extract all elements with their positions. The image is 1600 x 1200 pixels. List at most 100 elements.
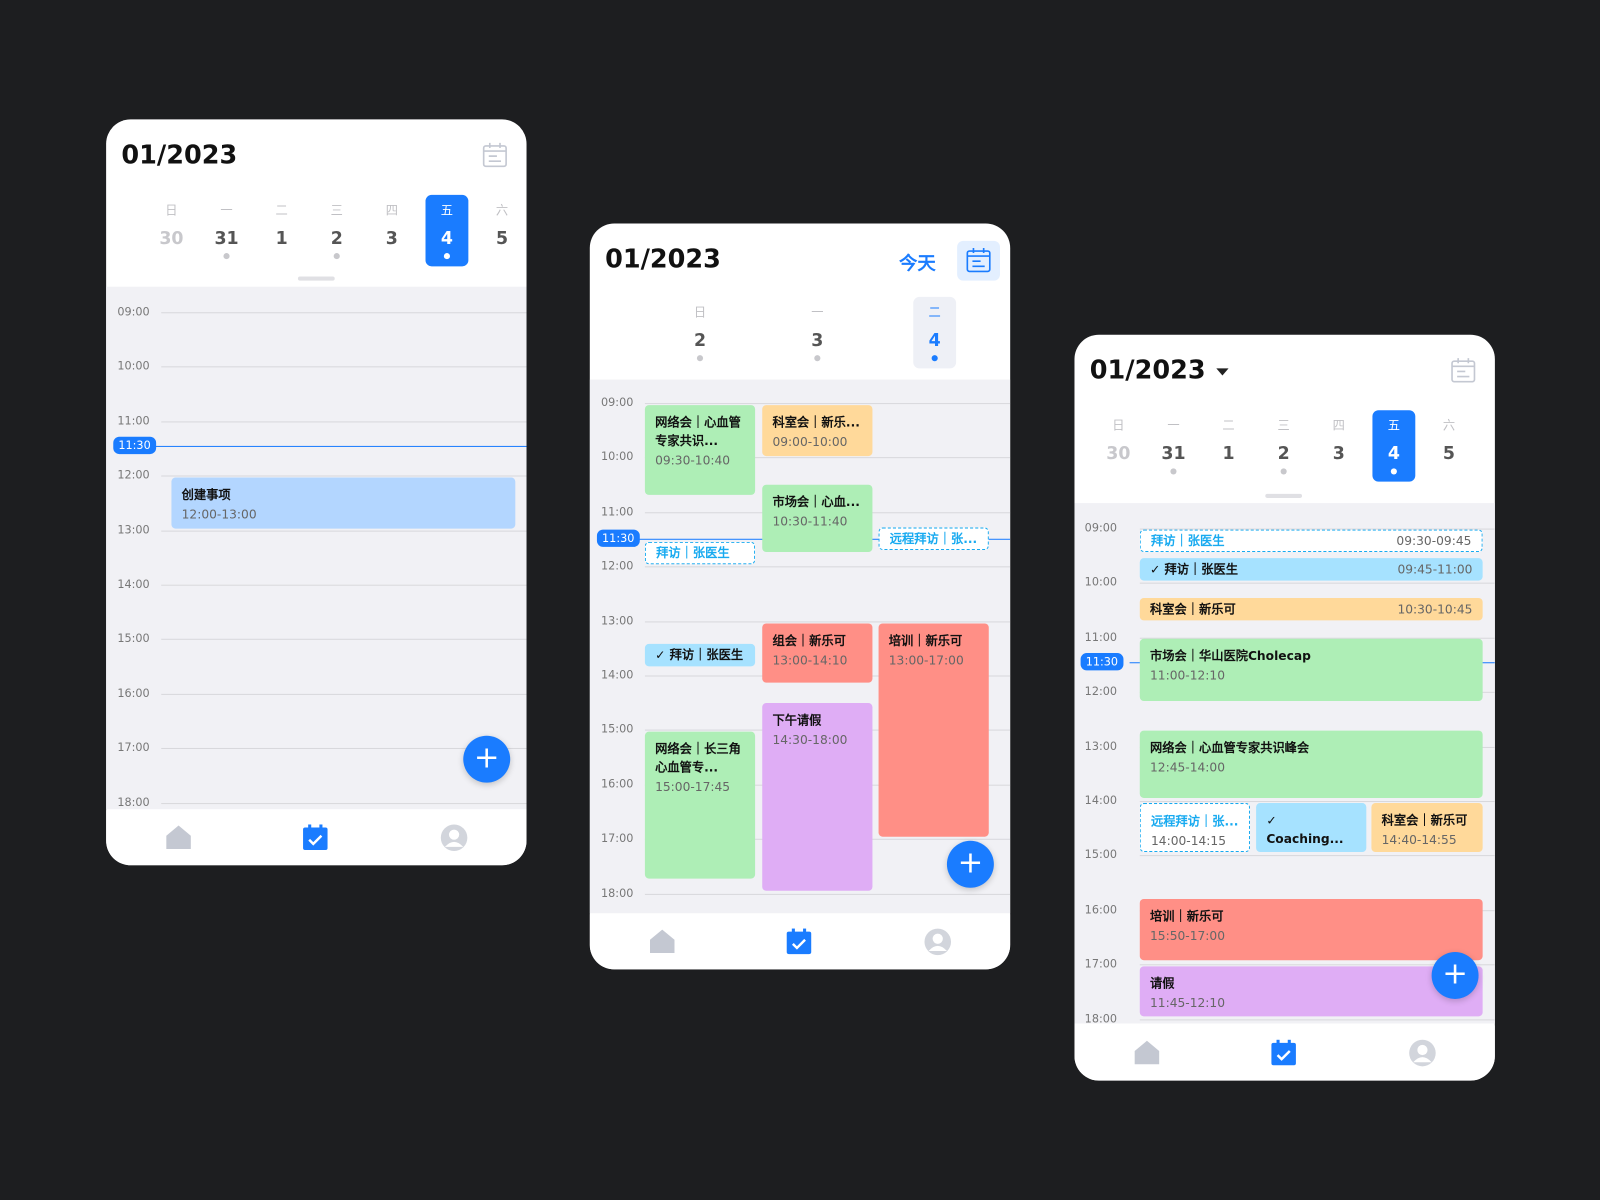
event-title: ✓ Coaching...	[1266, 813, 1344, 846]
event-card[interactable]: 培训｜新乐可 15:50-17:00	[1139, 898, 1483, 961]
timeline[interactable]: 09:00 10:00 11:00 12:00 13:00 14:00 15:00 16:00…	[106, 286, 527, 810]
month-title-text: 01/2023	[121, 139, 238, 170]
timeline[interactable]: 09:00 10:00 11:00 12:00 13:00 14:00 15:00 16:00…	[1074, 503, 1495, 1024]
event-card[interactable]: 组会｜新乐可 13:00-14:10	[762, 623, 873, 683]
add-event-button[interactable]: +	[463, 735, 511, 783]
day-cell-30[interactable]: 日 30	[150, 195, 193, 266]
drag-handle[interactable]	[1265, 493, 1303, 498]
event-card[interactable]: 培训｜新乐可 13:00-17:00	[878, 623, 989, 837]
event-title: 组会｜新乐可	[772, 633, 846, 648]
day-number: 3	[811, 330, 824, 352]
event-card[interactable]: 网络会｜长三角心血管专... 15:00-17:45	[644, 731, 756, 879]
event-time: 14:00-14:15	[1151, 833, 1227, 848]
hour-label: 11:00	[601, 504, 634, 519]
event-title: ✓ 拜访｜张医生	[1149, 562, 1238, 577]
weekday-label: 四	[1332, 418, 1345, 433]
day-cell-31[interactable]: 一 31	[205, 195, 248, 266]
event-card[interactable]: 远程拜访｜张...	[878, 527, 989, 550]
month-title[interactable]: 01/2023	[1090, 355, 1229, 385]
spacer	[150, 249, 193, 259]
event-dot	[1280, 468, 1287, 475]
day-number: 31	[1161, 443, 1186, 465]
hour-label: 18:00	[1084, 1011, 1118, 1024]
day-cell-30[interactable]: 日 30	[1097, 410, 1140, 481]
event-card[interactable]: 市场会｜华山医院Cholecap 11:00-12:10	[1139, 638, 1483, 702]
hour-label: 12:00	[1084, 684, 1118, 699]
weekday-label: 日	[693, 305, 707, 320]
hour-label: 17:00	[117, 741, 150, 755]
hour-line	[1139, 637, 1495, 639]
add-event-button[interactable]: +	[1431, 952, 1479, 999]
event-card[interactable]: 创建事项 12:00-13:00	[171, 477, 516, 529]
hour-line	[161, 584, 527, 586]
event-title: 市场会｜华山医院Cholecap	[1149, 648, 1311, 664]
event-time: 13:00-14:10	[772, 653, 848, 668]
event-card[interactable]: 网络会｜心血管专家共识峰会 12:45-14:00	[1139, 730, 1483, 798]
event-dot	[696, 355, 704, 362]
event-card[interactable]: 科室会｜新乐可 10:30-10:45	[1139, 597, 1483, 621]
event-title: 拜访｜张医生	[1151, 533, 1225, 548]
month-title: 01/2023	[605, 244, 721, 274]
hour-line	[161, 366, 527, 368]
event-card[interactable]: 远程拜访｜张... 14:00-14:15	[1139, 803, 1250, 853]
calendar-view-icon[interactable]	[1450, 357, 1477, 384]
weekday-label: 五	[1387, 418, 1400, 433]
event-card[interactable]: 市场会｜心血... 10:30-11:40	[762, 484, 873, 553]
event-card[interactable]: 网络会｜心血管专家共识... 09:30-10:40	[644, 405, 756, 495]
day-number: 30	[159, 228, 184, 249]
hour-line	[161, 639, 527, 641]
event-card[interactable]: 科室会｜新乐... 09:00-10:00	[762, 405, 873, 457]
event-card[interactable]: ✓ Coaching... 14:20-14:35	[1256, 803, 1367, 853]
calendar-view-icon[interactable]	[482, 142, 509, 169]
weekday-label: 一	[811, 305, 824, 320]
day-number: 31	[214, 228, 239, 249]
event-card[interactable]: ✓ 拜访｜张医生 09:45-11:00	[1139, 558, 1483, 581]
hour-label: 16:00	[1084, 902, 1118, 917]
event-time: 14:20-14:35	[1266, 851, 1356, 852]
hour-line	[161, 421, 527, 423]
event-card[interactable]: 下午请假 14:30-18:00	[762, 703, 873, 891]
event-card[interactable]: 科室会｜新乐可 14:40-14:55	[1371, 803, 1483, 853]
hour-label: 15:00	[601, 722, 634, 737]
day-cell-31[interactable]: 一 31	[1152, 410, 1195, 481]
event-title: 下午请假	[772, 713, 822, 728]
weekday-label: 日	[1112, 418, 1125, 433]
day-number: 4	[440, 228, 453, 249]
weekday-label: 二	[275, 203, 288, 218]
drag-handle[interactable]	[297, 276, 335, 281]
event-dot	[223, 253, 230, 260]
event-time: 09:30-09:45	[1396, 533, 1472, 548]
event-title: 市场会｜心血...	[772, 494, 860, 510]
hour-line	[644, 566, 1011, 568]
add-event-button[interactable]: +	[946, 840, 994, 888]
calendar-view-button[interactable]	[957, 240, 1000, 281]
hour-label: 09:00	[601, 395, 634, 410]
today-button[interactable]: 今天	[898, 253, 936, 275]
event-title: 网络会｜心血管专家共识...	[655, 415, 741, 448]
event-time: 10:30-11:40	[772, 514, 848, 529]
spacer	[1428, 464, 1471, 474]
event-card[interactable]: 拜访｜张医生 09:30-09:45	[1139, 529, 1483, 553]
weekday-label: 二	[1222, 418, 1235, 433]
hour-line	[161, 693, 527, 695]
hour-line	[1139, 855, 1495, 857]
event-card[interactable]: 拜访｜张医生	[644, 541, 756, 565]
timeline[interactable]: 09:00 10:00 11:00 12:00 13:00 14:00 15:00 16:00…	[589, 379, 1011, 914]
caret-down-icon[interactable]	[1215, 367, 1229, 375]
event-time: 15:00-17:45	[655, 779, 731, 794]
event-card[interactable]: ✓ 拜访｜张医生	[644, 643, 756, 667]
event-card[interactable]: 请假 11:45-12:10	[1139, 966, 1483, 1017]
